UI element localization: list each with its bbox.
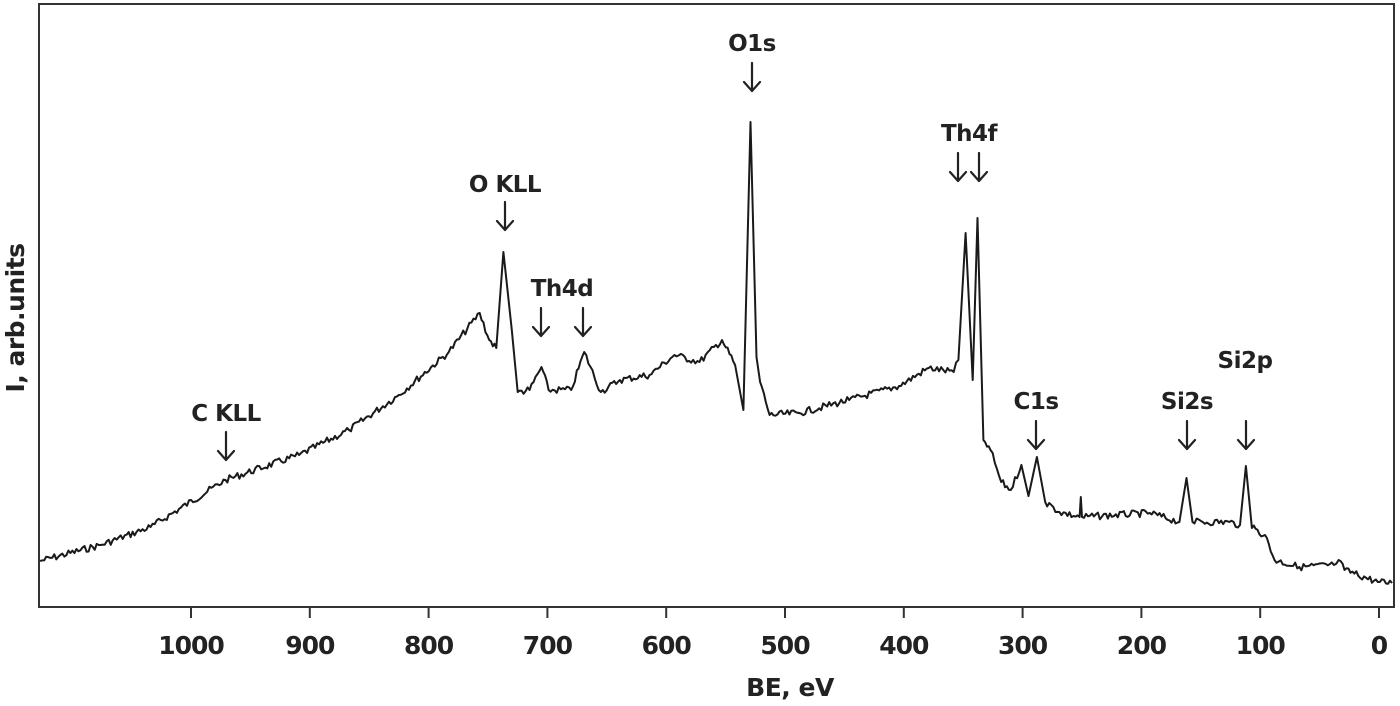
peak-label-o-kll: O KLL <box>469 172 542 198</box>
down-arrow-icon <box>495 200 515 232</box>
x-tick-label: 600 <box>642 631 692 660</box>
annotation-si2s: Si2s <box>1161 389 1214 451</box>
peak-label-si2p: Si2p <box>1218 348 1273 374</box>
x-tick-label: 800 <box>404 631 454 660</box>
annotation-c1s: C1s <box>1013 389 1059 451</box>
peak-label-c-kll: C KLL <box>191 401 261 427</box>
y-axis-title: I, arb.units <box>1 243 30 392</box>
down-arrow-icon <box>742 61 762 93</box>
annotation-si2p: Si2p <box>1218 348 1273 451</box>
peak-label-th4f: Th4f <box>941 121 999 147</box>
x-tick-label: 1000 <box>158 631 224 660</box>
x-tick-label: 300 <box>998 631 1048 660</box>
annotation-th4f: Th4f <box>941 121 999 183</box>
plot-frame <box>38 3 1395 608</box>
down-arrow-icon <box>531 306 551 338</box>
peak-label-c1s: C1s <box>1013 389 1058 415</box>
down-arrow-icon <box>969 151 989 183</box>
down-arrow-icon <box>948 151 968 183</box>
x-axis-title: BE, eV <box>746 673 835 702</box>
x-tick-label: 100 <box>1236 631 1286 660</box>
down-arrow-icon <box>1236 419 1256 451</box>
annotation-c-kll: C KLL <box>191 401 262 462</box>
down-arrow-icon <box>216 430 236 462</box>
peak-label-si2s: Si2s <box>1161 389 1213 415</box>
x-tick-label: 200 <box>1117 631 1167 660</box>
annotation-o-kll: O KLL <box>469 172 542 232</box>
x-axis-ticks <box>190 608 1380 618</box>
x-tick-label: 400 <box>879 631 929 660</box>
down-arrow-icon <box>573 306 593 338</box>
x-tick-label: 500 <box>760 631 810 660</box>
x-tick-label: 900 <box>285 631 335 660</box>
x-tick-label: 0 <box>1371 631 1388 660</box>
down-arrow-icon <box>1177 419 1197 451</box>
peak-label-o1s: O1s <box>728 31 776 57</box>
annotation-th4d: Th4d <box>531 276 594 338</box>
x-tick-label: 700 <box>523 631 573 660</box>
x-axis-tick-labels: 1000 900 800 700 600 500 400 300 200 100 0 <box>158 631 1389 660</box>
down-arrow-icon <box>1026 419 1046 451</box>
spectrum-line <box>39 121 1393 585</box>
annotation-o1s: O1s <box>728 31 776 93</box>
peak-label-th4d: Th4d <box>531 276 594 302</box>
